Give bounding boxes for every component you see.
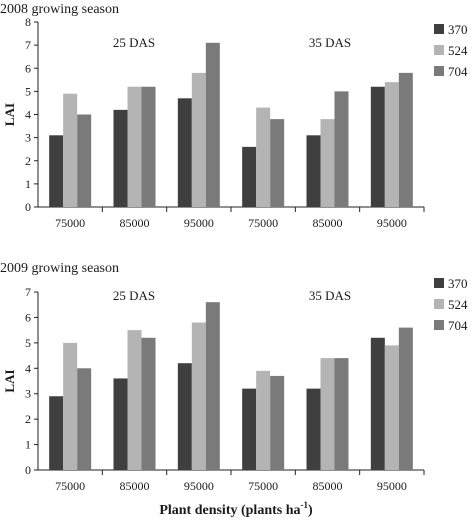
bar-370 — [306, 135, 321, 207]
y-tick-label: 1 — [25, 438, 31, 452]
bar-524 — [63, 93, 78, 207]
legend-label-524: 524 — [448, 297, 468, 312]
y-axis-title: LAI — [2, 103, 17, 126]
y-tick-label: 8 — [25, 15, 31, 29]
bar-370 — [306, 388, 321, 470]
bar-704 — [398, 327, 413, 470]
panel-title: 2009 growing season — [0, 261, 119, 276]
bar-524 — [191, 72, 206, 207]
bar-704 — [270, 375, 285, 470]
x-axis-title: Plant density (plants ha-1) — [159, 500, 313, 518]
legend-swatch-524 — [434, 299, 444, 309]
panel-2009: 2009 growing season 0 1 2 3 4 5 6 7 LAI 75000 85000… — [0, 261, 468, 493]
bar-370 — [370, 86, 385, 207]
bar-524 — [256, 107, 271, 207]
y-tick-label: 2 — [25, 154, 31, 168]
panel-2008: 2008 growing season 0 1 2 3 4 5 6 7 8 LAI 75000 8500… — [0, 2, 468, 230]
bar-370 — [370, 337, 385, 470]
x-tick-label: 75000 — [248, 216, 278, 230]
bar-370 — [113, 109, 128, 207]
x-tick-label: 85000 — [313, 216, 343, 230]
bar-370 — [242, 146, 257, 207]
legend-label-704: 704 — [448, 64, 468, 79]
y-axis-title: LAI — [2, 369, 17, 392]
bar-370 — [113, 378, 128, 470]
bar-370 — [49, 135, 64, 207]
bar-524 — [384, 345, 399, 470]
y-tick-label: 1 — [25, 177, 31, 191]
legend-swatch-704 — [434, 320, 444, 330]
bar-524 — [320, 119, 335, 207]
bar-370 — [177, 98, 192, 207]
y-tick-label: 0 — [25, 200, 31, 214]
legend-label-524: 524 — [448, 43, 468, 58]
x-tick-label: 85000 — [120, 216, 150, 230]
bar-524 — [191, 322, 206, 470]
x-tick-label: 75000 — [55, 216, 85, 230]
bar-370 — [242, 388, 257, 470]
group-label: 25 DAS — [113, 288, 155, 303]
bar-524 — [63, 342, 78, 470]
legend-swatch-524 — [434, 45, 444, 55]
bar-704 — [205, 42, 220, 207]
bar-704 — [141, 337, 156, 470]
bar-524 — [127, 330, 142, 470]
bar-524 — [256, 370, 271, 470]
bar-524 — [384, 82, 399, 207]
bar-704 — [334, 91, 349, 207]
group-label: 35 DAS — [309, 35, 351, 50]
bar-704 — [334, 358, 349, 470]
legend-label-704: 704 — [448, 318, 468, 333]
bar-704 — [270, 119, 285, 207]
y-tick-label: 6 — [25, 61, 31, 75]
y-tick-label: 6 — [25, 310, 31, 324]
bar-704 — [205, 302, 220, 470]
bar-704 — [77, 114, 92, 207]
x-tick-label: 85000 — [313, 479, 343, 493]
x-tick-label: 95000 — [184, 216, 214, 230]
y-tick-label: 4 — [25, 361, 31, 375]
legend-label-370: 370 — [448, 276, 468, 291]
y-tick-label: 7 — [25, 38, 31, 52]
legend-swatch-370 — [434, 24, 444, 34]
y-tick-label: 3 — [25, 387, 31, 401]
legend-label-370: 370 — [448, 22, 468, 37]
bar-704 — [141, 86, 156, 207]
bar-524 — [127, 86, 142, 207]
y-tick-label: 7 — [25, 285, 31, 299]
bar-704 — [398, 72, 413, 207]
x-tick-label: 85000 — [120, 479, 150, 493]
y-tick-label: 0 — [25, 463, 31, 477]
legend-swatch-370 — [434, 278, 444, 288]
bar-524 — [320, 358, 335, 470]
x-tick-label: 95000 — [377, 479, 407, 493]
y-tick-label: 4 — [25, 108, 31, 122]
x-tick-label: 75000 — [248, 479, 278, 493]
y-tick-label: 5 — [25, 84, 31, 98]
y-tick-label: 3 — [25, 131, 31, 145]
y-tick-label: 2 — [25, 412, 31, 426]
group-label: 25 DAS — [113, 35, 155, 50]
group-label: 35 DAS — [309, 288, 351, 303]
x-tick-label: 95000 — [184, 479, 214, 493]
x-tick-label: 75000 — [55, 479, 85, 493]
bar-370 — [49, 396, 64, 470]
bar-704 — [77, 368, 92, 470]
y-tick-label: 5 — [25, 336, 31, 350]
panel-title: 2008 growing season — [0, 2, 119, 17]
x-tick-label: 95000 — [377, 216, 407, 230]
bar-370 — [177, 363, 192, 470]
legend-swatch-704 — [434, 66, 444, 76]
